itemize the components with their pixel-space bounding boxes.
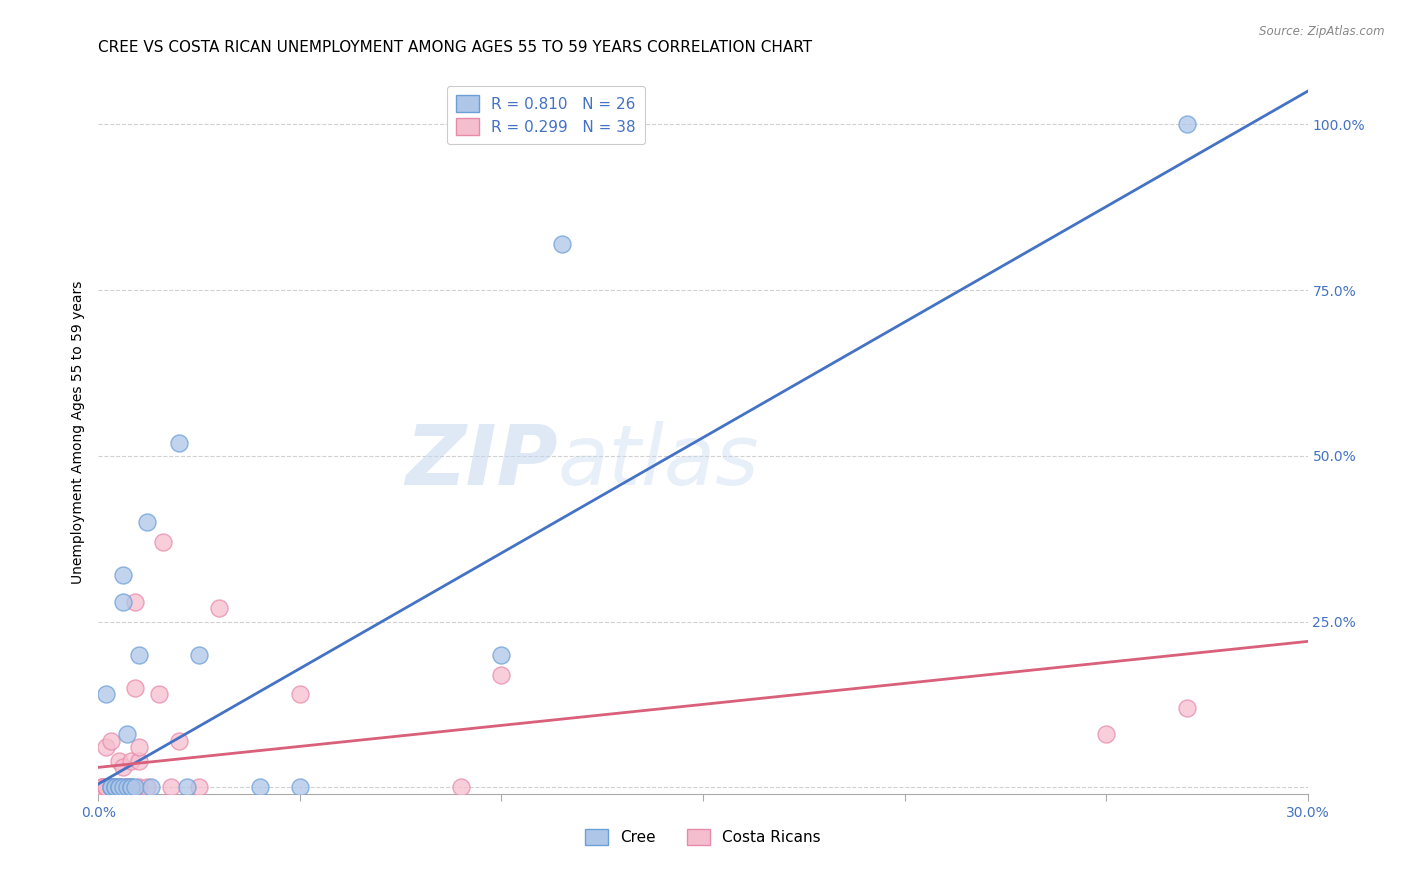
Point <box>124 681 146 695</box>
Point <box>120 754 142 768</box>
Point <box>139 780 162 795</box>
Point <box>111 760 134 774</box>
Point <box>249 780 271 795</box>
Point <box>111 780 134 795</box>
Point <box>135 515 157 529</box>
Text: atlas: atlas <box>558 421 759 502</box>
Point <box>1175 700 1198 714</box>
Point <box>128 648 150 662</box>
Point <box>491 648 513 662</box>
Point <box>115 727 138 741</box>
Point <box>103 780 125 795</box>
Point <box>100 780 122 795</box>
Point <box>152 535 174 549</box>
Point <box>107 780 129 795</box>
Point <box>135 780 157 795</box>
Point <box>111 594 134 608</box>
Point <box>128 754 150 768</box>
Point <box>91 780 114 795</box>
Legend: Cree, Costa Ricans: Cree, Costa Ricans <box>579 822 827 851</box>
Point <box>107 780 129 795</box>
Point <box>111 780 134 795</box>
Point <box>167 435 190 450</box>
Point <box>148 688 170 702</box>
Point <box>96 780 118 795</box>
Point <box>120 780 142 795</box>
Point <box>96 780 118 795</box>
Point <box>120 780 142 795</box>
Point <box>107 780 129 795</box>
Point <box>188 648 211 662</box>
Y-axis label: Unemployment Among Ages 55 to 59 years: Unemployment Among Ages 55 to 59 years <box>72 281 86 584</box>
Point <box>450 780 472 795</box>
Point <box>128 780 150 795</box>
Point <box>288 780 311 795</box>
Point <box>1175 117 1198 131</box>
Point <box>491 667 513 681</box>
Point <box>160 780 183 795</box>
Point <box>288 688 311 702</box>
Point <box>96 688 118 702</box>
Point <box>124 594 146 608</box>
Point <box>176 780 198 795</box>
Point <box>551 236 574 251</box>
Point <box>115 780 138 795</box>
Text: ZIP: ZIP <box>405 421 558 502</box>
Text: Source: ZipAtlas.com: Source: ZipAtlas.com <box>1260 25 1385 38</box>
Point <box>115 780 138 795</box>
Point <box>96 740 118 755</box>
Point <box>100 780 122 795</box>
Point <box>91 780 114 795</box>
Point <box>96 780 118 795</box>
Point <box>100 780 122 795</box>
Text: CREE VS COSTA RICAN UNEMPLOYMENT AMONG AGES 55 TO 59 YEARS CORRELATION CHART: CREE VS COSTA RICAN UNEMPLOYMENT AMONG A… <box>98 40 813 55</box>
Point <box>208 601 231 615</box>
Point <box>115 780 138 795</box>
Point <box>103 780 125 795</box>
Point <box>107 754 129 768</box>
Point <box>100 734 122 748</box>
Point <box>120 780 142 795</box>
Point <box>107 780 129 795</box>
Point <box>188 780 211 795</box>
Point <box>103 780 125 795</box>
Point <box>1095 727 1118 741</box>
Point <box>100 780 122 795</box>
Point <box>103 780 125 795</box>
Point <box>124 780 146 795</box>
Point <box>91 780 114 795</box>
Point <box>111 568 134 582</box>
Point <box>128 740 150 755</box>
Point <box>167 734 190 748</box>
